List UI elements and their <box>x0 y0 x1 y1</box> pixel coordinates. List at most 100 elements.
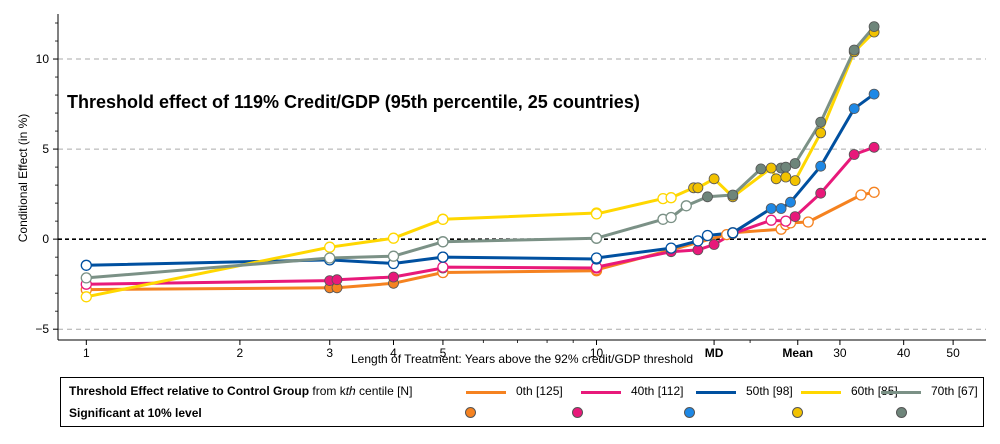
series-point-3 <box>665 192 677 204</box>
legend-swatch-40th <box>581 391 621 394</box>
series-point-1 <box>388 271 399 283</box>
series-point-2 <box>80 259 92 271</box>
legend-swatch-50th <box>696 391 736 394</box>
series-line-1 <box>86 145 875 286</box>
series-point-3 <box>780 171 792 183</box>
series-point-4 <box>868 21 880 33</box>
series-point-4 <box>387 250 400 262</box>
legend-label-70th: 70th [67] <box>931 384 978 398</box>
x-tick-label: 30 <box>833 346 847 360</box>
series-point-4 <box>727 189 739 201</box>
series-point-1 <box>815 187 827 199</box>
x-tick-label: 2 <box>237 346 244 360</box>
legend-header: Threshold Effect relative to Control Gro… <box>69 384 412 398</box>
series-layer <box>80 21 880 303</box>
series-point-1 <box>868 141 880 153</box>
series-point-4 <box>755 163 767 175</box>
series-point-2 <box>701 229 714 242</box>
legend-label-50th: 50th [98] <box>746 384 793 398</box>
series-point-1 <box>437 261 449 273</box>
axes: −5 0 5 10 1 2 3 4 5 10 MD Mean 30 40 50 <box>35 14 986 360</box>
series-point-4 <box>702 191 713 203</box>
legend-swatch-70th <box>881 391 921 394</box>
series-point-4 <box>789 158 801 169</box>
series-point-4 <box>848 44 860 56</box>
legend-header-bold: Threshold Effect relative to Control Gro… <box>69 384 310 398</box>
series-point-1 <box>848 149 860 160</box>
legend: Threshold Effect relative to Control Gro… <box>60 377 984 427</box>
x-tick-label: 4 <box>390 346 397 360</box>
series-point-2 <box>665 242 677 254</box>
x-tick-label: Mean <box>782 346 813 360</box>
x-axis-label: Length of Treatment: Years above the 92%… <box>351 352 693 366</box>
series-point-4 <box>437 236 449 248</box>
y-axis-label: Conditional Effect (in %) <box>16 114 30 243</box>
legend-label-0th: 0th [125] <box>516 384 563 398</box>
series-point-2 <box>727 227 739 239</box>
series-point-4 <box>815 116 827 128</box>
chart-title: Threshold effect of 119% Credit/GDP (95t… <box>67 92 640 112</box>
y-tick-label: 5 <box>42 142 49 156</box>
series-point-2 <box>437 251 449 263</box>
x-tick-label: 5 <box>440 346 447 360</box>
x-tick-label: 1 <box>83 346 90 360</box>
legend-header-th: th <box>345 384 356 398</box>
series-point-3 <box>770 173 782 185</box>
series-point-4 <box>80 272 92 284</box>
series-point-0 <box>802 216 814 228</box>
x-tick-label: 3 <box>326 346 333 360</box>
series-point-1 <box>331 274 343 286</box>
legend-header-from: from <box>309 384 340 398</box>
legend-dot-40th <box>572 407 583 418</box>
series-point-2 <box>590 252 603 264</box>
series-point-4 <box>590 232 603 244</box>
series-point-2 <box>848 103 860 114</box>
series-line-4 <box>86 25 876 280</box>
legend-label-40th: 40th [112] <box>631 384 684 398</box>
y-tick-label: −5 <box>35 322 49 336</box>
legend-dot-70th <box>896 407 907 418</box>
series-point-0 <box>868 186 880 198</box>
legend-significant-label: Significant at 10% level <box>69 406 202 420</box>
series-point-1 <box>780 215 792 227</box>
legend-row-significance: Significant at 10% level <box>61 403 983 425</box>
series-point-2 <box>815 160 827 172</box>
legend-swatch-60th <box>801 391 841 394</box>
series-point-2 <box>775 203 787 214</box>
series-point-3 <box>765 162 777 174</box>
x-tick-label: 10 <box>590 346 604 360</box>
series-point-1 <box>765 214 777 226</box>
legend-header-k: k <box>339 384 346 398</box>
series-point-4 <box>324 252 336 264</box>
legend-label-60th: 60th [85] <box>851 384 898 398</box>
legend-significant-text: Significant at 10% level <box>69 406 202 420</box>
series-point-3 <box>815 127 827 139</box>
legend-dot-0th <box>465 407 476 418</box>
x-tick-label: 50 <box>946 346 960 360</box>
series-point-4 <box>665 211 677 224</box>
series-point-3 <box>324 241 336 253</box>
x-tick-label: MD <box>705 346 724 360</box>
series-point-3 <box>590 208 603 220</box>
series-point-3 <box>692 182 704 194</box>
series-point-3 <box>80 291 92 303</box>
series-point-2 <box>765 203 777 214</box>
legend-dot-50th <box>684 407 695 418</box>
series-point-4 <box>680 200 692 212</box>
legend-swatch-0th <box>466 391 506 394</box>
legend-row-lines: Threshold Effect relative to Control Gro… <box>61 381 983 403</box>
series-point-3 <box>387 232 400 244</box>
series-point-4 <box>780 161 792 173</box>
x-tick-label: 40 <box>897 346 911 360</box>
legend-dot-60th <box>792 407 803 418</box>
y-tick-label: 10 <box>36 52 50 66</box>
series-point-0 <box>855 189 867 201</box>
series-point-2 <box>868 88 880 100</box>
series-point-2 <box>785 196 796 208</box>
series-point-3 <box>789 175 801 187</box>
series-point-1 <box>708 239 720 250</box>
y-tick-label: 0 <box>42 232 49 246</box>
series-point-1 <box>789 211 801 223</box>
series-point-3 <box>708 173 720 185</box>
series-point-3 <box>437 213 449 225</box>
